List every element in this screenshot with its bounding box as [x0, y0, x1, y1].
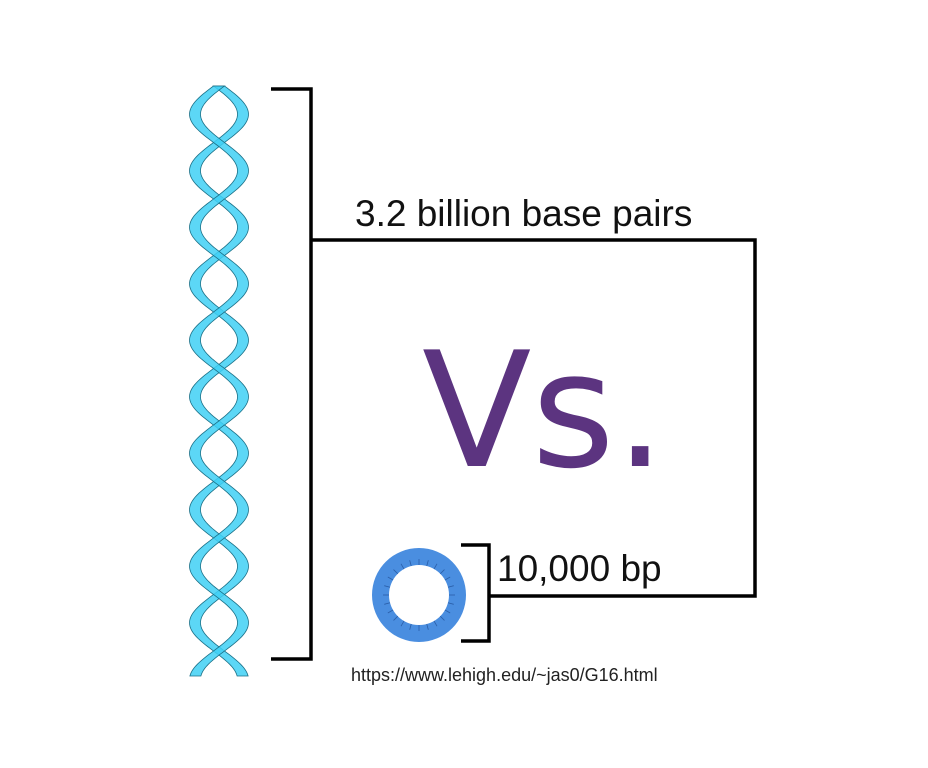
- genome-size-label: 3.2 billion base pairs: [355, 193, 692, 234]
- plasmid-segment-tick: [384, 602, 391, 605]
- plasmid-segment-tick: [447, 585, 454, 588]
- genome-bracket: [271, 87, 757, 661]
- plasmid-segment-tick: [387, 576, 394, 581]
- source-url: https://www.lehigh.edu/~jas0/G16.html: [351, 665, 658, 685]
- plasmid-segment-tick: [387, 609, 394, 614]
- plasmid-segment-tick: [447, 602, 454, 605]
- plasmid-size-label: 10,000 bp: [497, 548, 662, 589]
- plasmid-segment-tick: [409, 560, 412, 567]
- helix-bracket: [271, 87, 313, 661]
- plasmid-segment-tick: [444, 609, 451, 614]
- plasmid-segment-tick: [426, 560, 429, 567]
- circular-plasmid-icon: [372, 548, 466, 642]
- helix-strand-2: [189, 85, 249, 677]
- connector-line: [311, 238, 757, 598]
- plasmid-segment-tick: [393, 569, 399, 575]
- dna-double-helix-icon: [189, 85, 249, 677]
- versus-label: Vs.: [422, 317, 666, 504]
- helix-strand-1: [189, 85, 249, 677]
- plasmid-bracket: [461, 543, 491, 643]
- plasmid-segment-tick: [409, 623, 412, 630]
- plasmid-segment-tick: [439, 569, 445, 575]
- plasmid-segment-tick: [384, 585, 391, 588]
- plasmid-segment-tick: [444, 576, 451, 581]
- plasmid-segment-tick: [400, 563, 405, 570]
- plasmid-segment-tick: [426, 623, 429, 630]
- plasmid-segment-tick: [433, 563, 438, 570]
- plasmid-segment-tick: [439, 615, 445, 621]
- plasmid-segment-tick: [400, 620, 405, 627]
- plasmid-segment-tick: [433, 620, 438, 627]
- plasmid-segment-tick: [393, 615, 399, 621]
